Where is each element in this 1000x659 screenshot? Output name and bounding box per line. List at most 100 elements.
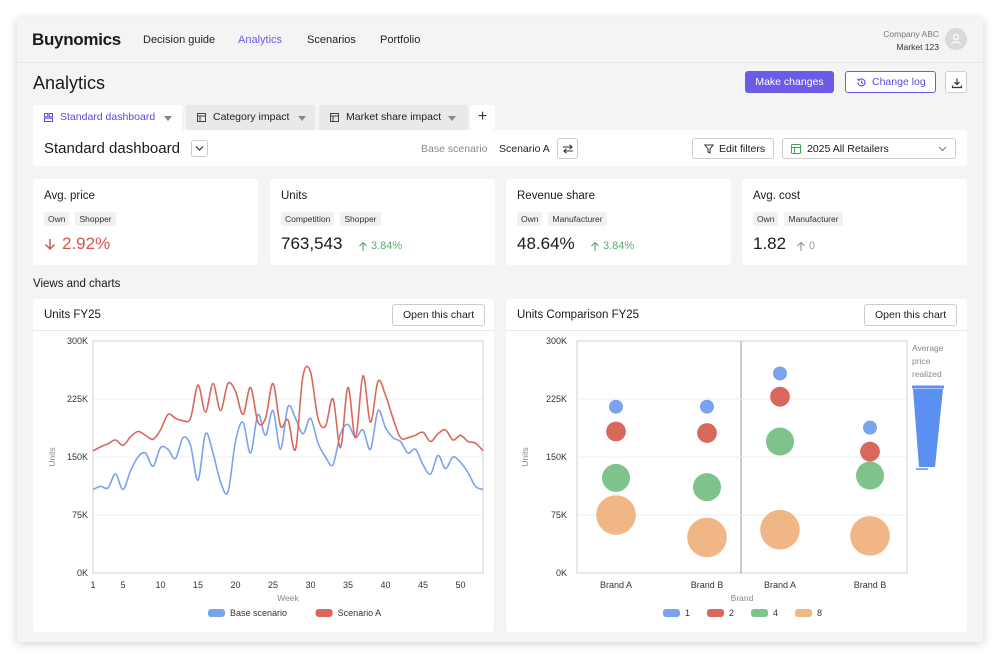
app-window: Buynomics Decision guide Analytics Scena… [17,17,983,642]
change-log-label: Change log [872,76,926,88]
legend-swatch [795,609,812,617]
x-tick-label: 25 [268,580,278,590]
edit-filters-label: Edit filters [719,143,766,155]
y-tick-label: 75K [551,510,567,520]
y-tick-label: 300K [546,336,567,346]
divider [506,330,967,331]
x-tick-label: 15 [193,580,203,590]
kpi-card-units[interactable]: Units Competition Shopper 763,543 3.84% [270,179,495,265]
kpi-change: 3.84% [358,240,402,252]
user-icon [950,33,962,45]
kpi-tags: Own Manufacturer [753,209,849,227]
account-info[interactable]: Company ABC Market 123 [883,28,939,54]
x-tick-label: 40 [380,580,390,590]
retailer-value: 2025 All Retailers [807,143,889,155]
legend-swatch [663,609,680,617]
nav-portfolio[interactable]: Portfolio [380,34,421,46]
y-tick-label: 150K [546,452,567,462]
x-tick-label: Brand A [600,580,632,590]
download-button[interactable] [945,71,967,93]
bubble-series-2 [860,441,880,462]
chevron-down-icon[interactable] [164,116,172,121]
avatar[interactable] [945,28,967,50]
make-changes-button[interactable]: Make changes [745,71,834,93]
arrow-up-icon [797,241,805,251]
retailer-select[interactable]: 2025 All Retailers [782,138,956,159]
units-comparison-panel: Units Comparison FY25 Open this chart 0K… [506,299,967,632]
tab-market-share-impact[interactable]: Market share impact [319,105,468,130]
swap-scenarios-button[interactable] [557,138,578,159]
bubble-series-1 [700,399,714,414]
y-tick-label: 0K [556,568,567,578]
scenario-label[interactable]: Scenario A [499,143,550,155]
y-tick-label: 300K [67,336,88,346]
tab-category-impact[interactable]: Category impact [186,105,315,130]
tab-label: Standard dashboard [60,111,156,123]
legend-label: 4 [773,608,778,618]
kpi-tag: Manufacturer [784,212,843,226]
tab-standard-dashboard[interactable]: Standard dashboard [33,105,182,130]
bubble-series-8 [596,495,636,535]
side-legend-label: realized [912,369,942,379]
kpi-card-avg-price[interactable]: Avg. price Own Shopper 2.92% [33,179,258,265]
side-legend-label: price [912,356,931,366]
nav-decision-guide[interactable]: Decision guide [143,34,216,46]
kpi-tag: Manufacturer [548,212,607,226]
nav-analytics[interactable]: Analytics [238,34,283,46]
kpi-tag: Own [753,212,779,226]
units-fy25-panel: Units FY25 Open this chart 0K 75K 150K 225K… [33,299,494,632]
chevron-down-icon[interactable] [298,116,306,121]
market-name: Market 123 [896,42,939,52]
app-logo[interactable]: Buynomics [32,30,121,49]
edit-filters-button[interactable]: Edit filters [692,138,774,159]
y-tick-label: 0K [77,568,88,578]
company-name: Company ABC [883,29,939,39]
x-tick-label: 50 [455,580,465,590]
tab-label: Market share impact [346,111,442,123]
legend-swatch [315,609,333,617]
table-icon [330,113,339,122]
kpi-value: 1.82 [753,234,787,253]
arrow-up-icon [591,241,599,251]
kpi-tag: Own [517,212,543,226]
tab-label: Category impact [213,111,290,123]
kpi-title: Avg. cost [753,190,801,202]
legend-label: 8 [817,608,822,618]
legend-label: 1 [685,608,690,618]
bubble-series-2 [697,423,717,443]
swap-icon [563,144,573,154]
nav-scenarios[interactable]: Scenarios [307,34,356,46]
legend-swatch [707,609,724,617]
chevron-down-icon[interactable] [448,116,456,121]
side-legend-label: Average [912,343,944,353]
dashboard-icon [44,113,53,122]
legend-swatch [208,609,225,617]
bubble-series-1 [773,366,787,381]
open-chart-button[interactable]: Open this chart [864,304,958,326]
kpi-tag: Own [44,212,70,226]
y-tick-label: 150K [67,452,88,462]
units-bubble-chart: 0K 75K 150K 225K 300K Brand A Brand B Brand A Br… [520,336,944,618]
bubble-series-2 [770,386,790,407]
add-tab-button[interactable]: + [470,105,495,130]
kpi-tag: Competition [281,212,335,226]
kpi-title: Avg. price [44,190,95,202]
kpi-card-avg-cost[interactable]: Avg. cost Own Manufacturer 1.82 0 [742,179,967,265]
page-title: Analytics [33,73,106,93]
open-chart-button[interactable]: Open this chart [392,304,486,326]
kpi-card-revenue-share[interactable]: Revenue share Own Manufacturer 48.64% 3.8… [506,179,731,265]
dashboard-title: Standard dashboard [44,140,180,157]
x-tick-label: 30 [305,580,315,590]
kpi-title: Units [281,190,308,202]
bubble-series-8 [687,517,727,558]
x-tick-label: Brand A [764,580,796,590]
change-log-button[interactable]: Change log [845,71,936,93]
kpi-tag: Shopper [340,212,381,226]
kpi-tag: Shopper [75,212,116,226]
arrow-down-icon [44,239,56,251]
dashboard-menu-button[interactable] [191,140,208,157]
section-title: Views and charts [33,278,121,290]
kpi-value: 763,543 [281,234,343,253]
series-line-2 [92,365,484,452]
